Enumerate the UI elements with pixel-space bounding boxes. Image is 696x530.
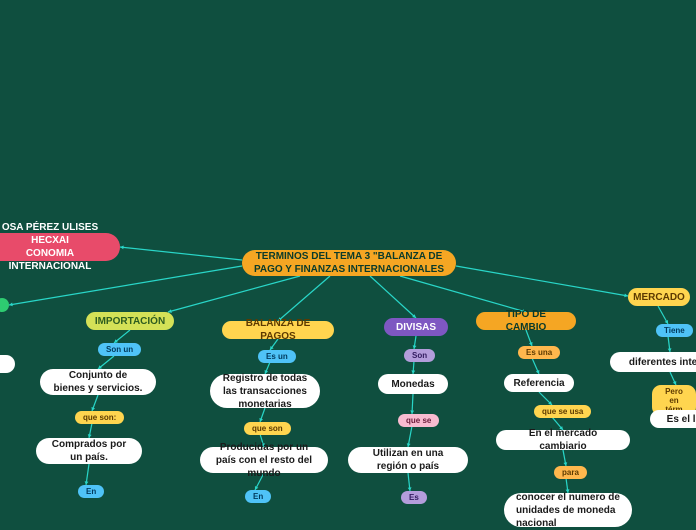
root-text: TERMINOS DEL TEMA 3 "BALANZA DE PAGO Y F… [254,250,444,276]
root-node: TERMINOS DEL TEMA 3 "BALANZA DE PAGO Y F… [242,250,456,276]
importacion-c3: En [78,485,104,498]
mercado-title: MERCADO [628,288,690,306]
author-text: OSA PÉREZ ULISES HECXAI CONOMIA INTERNAC… [0,221,108,273]
divisas-c3: Es [401,491,427,504]
author-node: OSA PÉREZ ULISES HECXAI CONOMIA INTERNAC… [0,233,120,261]
tipo-n3: conocer el numero de unidades de moneda … [504,493,632,527]
importacion-n2: Comprados por un país. [36,438,142,464]
left-stub [0,355,15,373]
tipo-title: TIPO DE CAMBIO [476,312,576,330]
mercado-n2: Es el luga [650,410,696,428]
balanza-c1: Es un [258,350,296,363]
importacion-n1: Conjunto de bienes y servicios. [40,369,156,395]
divisas-n2: Utilizan en una región o país [348,447,468,473]
tipo-c1: Es una [518,346,560,359]
tipo-n2: En el mercado cambiario [496,430,630,450]
importacion-c2: que son: [75,411,124,424]
tipo-n1: Referencia [504,374,574,392]
balanza-n1: Registro de todas las transacciones mone… [210,374,320,408]
tipo-c2: que se usa [534,405,591,418]
mercado-c1: Tiene [656,324,693,337]
side-circle [0,298,9,312]
divisas-title: DIVISAS [384,318,448,336]
balanza-n2: Producidas por un país con el resto del … [200,447,328,473]
mercado-n1: diferentes interpr [610,352,696,372]
divisas-c2: que se [398,414,439,427]
divisas-n1: Monedas [378,374,448,394]
importacion-title: IMPORTACIÓN [86,312,174,330]
balanza-c2: que son [244,422,291,435]
tipo-c3: para [554,466,587,479]
balanza-title: BALANZA DE PAGOS [222,321,334,339]
importacion-c1: Son un [98,343,141,356]
divisas-c1: Son [404,349,435,362]
balanza-c3: En [245,490,271,503]
